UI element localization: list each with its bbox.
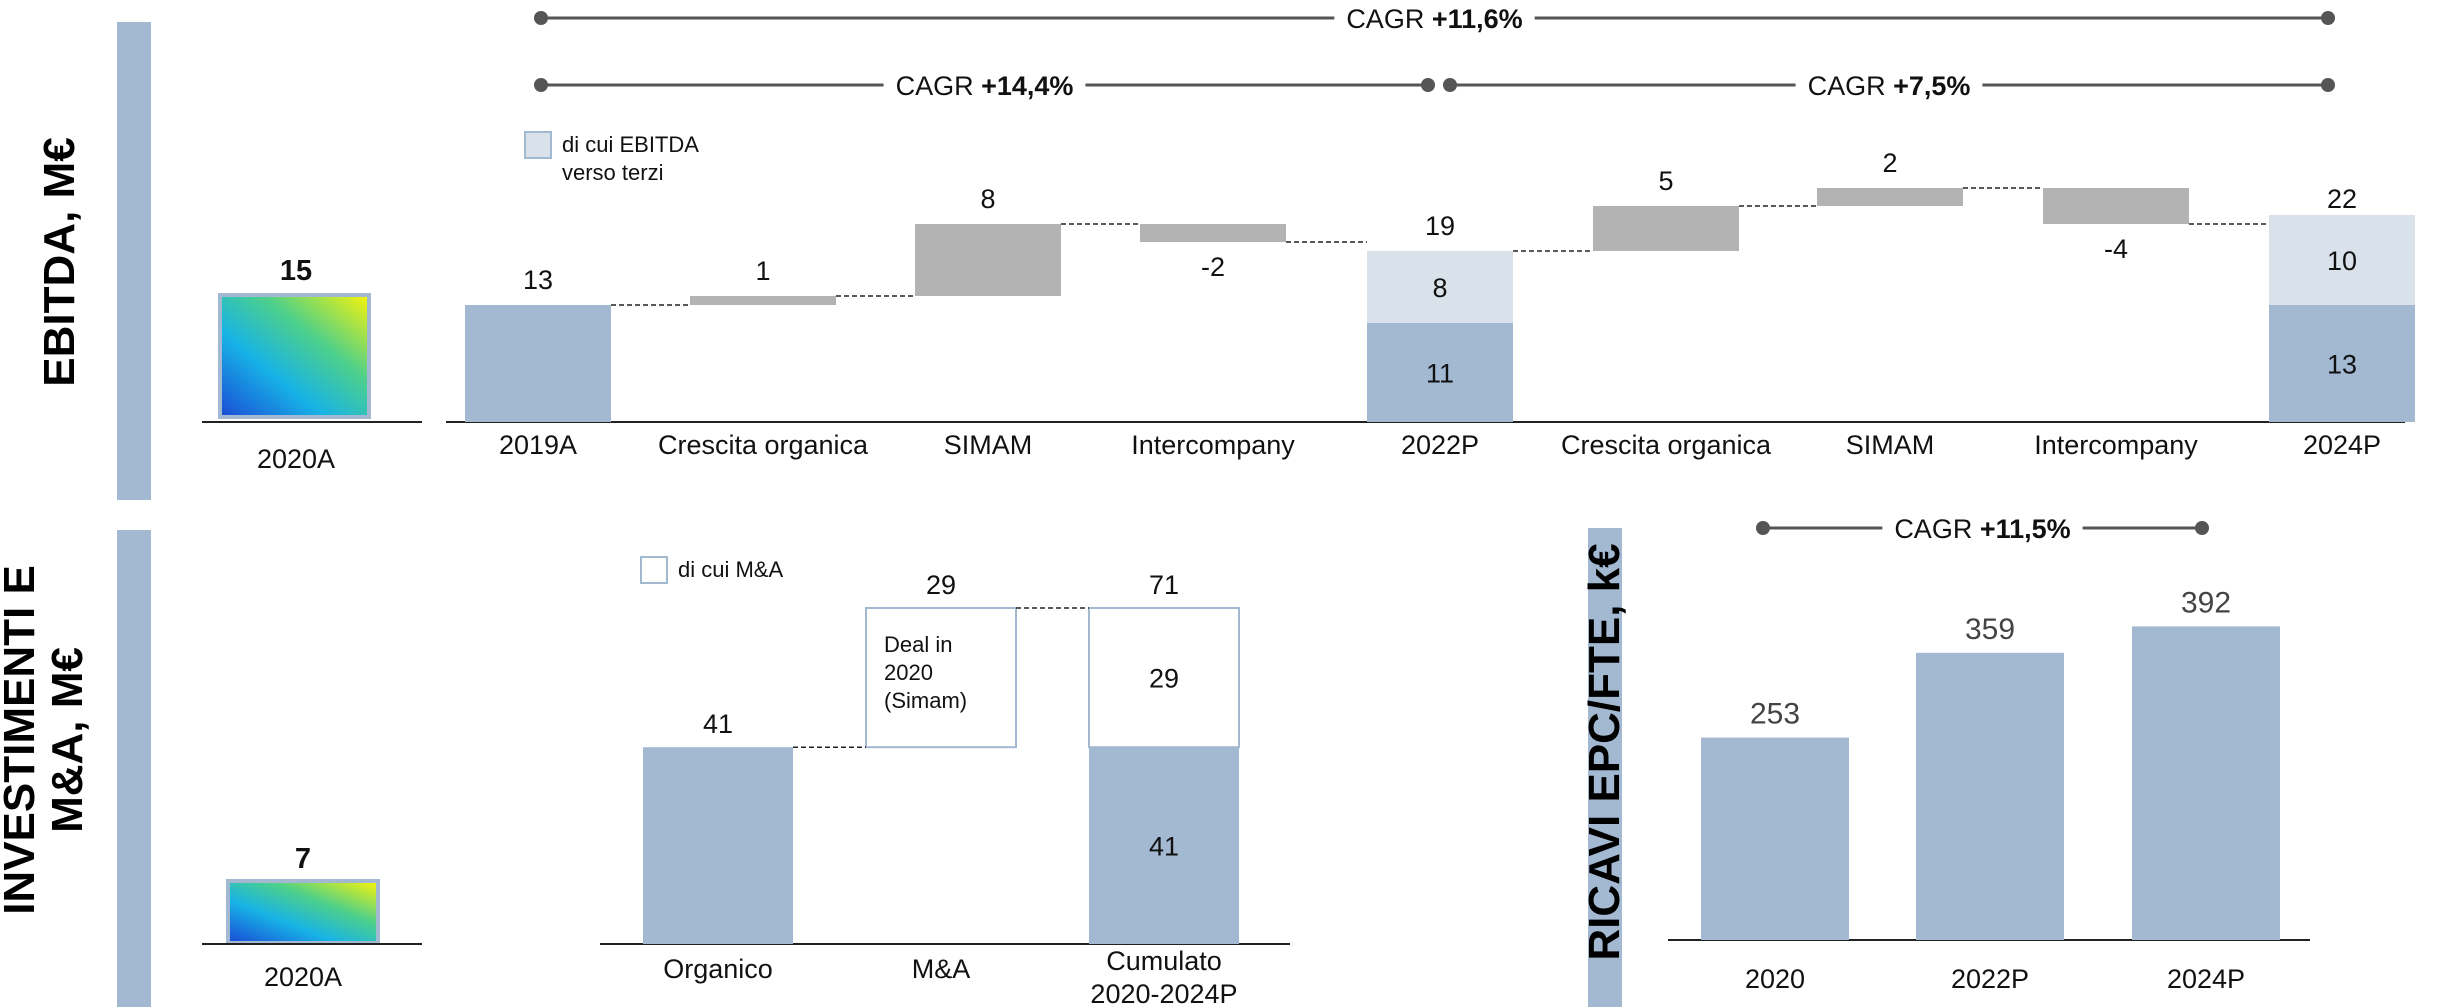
ebitda-category-label: 2024P [2303,430,2381,460]
ebitda-cagr-second-label: CAGR +7,5% [1808,71,1971,101]
ebitda-data-label: 13 [523,265,553,295]
ricavi-cagr-end-dot [2195,521,2209,535]
investimenti-legend-swatch [640,556,668,584]
ricavi-cagr-label: CAGR +11,5% [1894,514,2070,544]
investimenti-annotation: Deal in [884,632,952,657]
investimenti-data-label: 29 [1149,664,1179,694]
ricavi-data-label: 253 [1750,698,1800,731]
ebitda-data-label: -4 [2104,234,2128,264]
ebitda-2020-gradient-icon [222,297,367,415]
investimenti-legend-text: di cui M&A [678,557,783,582]
ebitda-cagr-second-start-dot [1443,78,1457,92]
ebitda-legend-swatch [524,131,552,159]
investimenti-category-label: 2020-2024P [1090,979,1237,1007]
ebitda-category-label: 2019A [499,430,577,460]
investimenti-bar-ma [865,607,1017,749]
ricavi-category-label: 2024P [2167,964,2245,994]
ebitda-cagr-first-start-dot [534,78,548,92]
ricavi-category-label: 2020 [1745,964,1805,994]
ebitda-2020-category: 2020A [257,444,335,474]
investimenti-data-label: 41 [703,709,733,739]
ebitda-cagr-second-end-dot [2321,78,2335,92]
ebitda-bar-delta [1140,224,1286,242]
investimenti-2020-category: 2020A [264,962,342,992]
ebitda-cagr-first-end-dot [1421,78,1435,92]
ebitda-cagr-second-label-bg [1795,69,1983,103]
investimenti-data-label: 29 [926,570,956,600]
ebitda-data-label: 19 [1425,211,1455,241]
ebitda-cagr-total-start-dot [534,11,548,25]
ricavi-data-label: 392 [2181,586,2231,619]
investimenti-data-label: 71 [1149,570,1179,600]
investimenti-category-label: Organico [663,954,773,984]
investimenti-bar-cumulato-ma [1088,607,1240,749]
investimenti-annotation: 2020 [884,660,933,685]
ebitda-category-label: SIMAM [1846,430,1935,460]
ebitda-cagr-first-label-bg [883,69,1086,103]
ebitda-bar-delta [1817,188,1963,206]
ebitda-category-label: Intercompany [2034,430,2198,460]
ebitda-data-label: -2 [1201,252,1225,282]
investimenti-2020-gradient-icon [230,883,376,941]
investimenti-section-bar [117,530,151,1007]
investimenti-annotation: (Simam) [884,688,967,713]
ebitda-2020-value: 15 [280,255,312,287]
ebitda-data-label: 11 [1426,359,1454,389]
ricavi-cagr-start-dot [1756,521,1770,535]
ebitda-legend-text: verso terzi [562,160,663,185]
ebitda-bar-terzi [1367,251,1513,323]
ebitda-cagr-first-label: CAGR +14,4% [896,71,1074,101]
ebitda-cagr-total-end-dot [2321,11,2335,25]
ricavi-cagr-label-bg [1882,512,2083,546]
ebitda-section-bar [117,22,151,500]
ebitda-data-label: 1 [755,256,770,286]
ebitda-legend-text: di cui EBITDA [562,132,699,157]
ebitda-cagr-total-label-bg [1334,2,1535,36]
ricavi-category-label: 2022P [1951,964,2029,994]
ebitda-bar-delta [2043,188,2189,224]
ebitda-data-label: 2 [1882,148,1897,178]
investimenti-bar-organico [643,747,793,944]
ebitda-bar-total [465,305,611,422]
ebitda-data-label: 13 [2327,350,2357,380]
ebitda-bar-total [2269,305,2415,422]
ebitda-category-label: SIMAM [944,430,1033,460]
ebitda-data-label: 5 [1658,166,1673,196]
ebitda-data-label: 8 [1432,273,1447,303]
ebitda-category-label: Crescita organica [1561,430,1772,460]
ebitda-bar-delta [690,296,836,305]
ebitda-bar-delta [1593,206,1739,251]
ebitda-bar-delta [915,224,1061,296]
ebitda-category-label: Crescita organica [658,430,869,460]
ricavi-bar [1701,737,1849,940]
investimenti-bar-cumulato [1089,747,1239,944]
ebitda-data-label: 8 [980,184,995,214]
ricavi-bar [2132,626,2280,940]
ebitda-category-label: 2022P [1401,430,1479,460]
investimenti-category-label: M&A [912,954,971,984]
investimenti-2020-value: 7 [295,843,311,875]
ricavi-data-label: 359 [1965,613,2015,646]
investimenti-data-label: 41 [1149,832,1179,862]
ebitda-bar-total [1367,323,1513,422]
investimenti-category-label: Cumulato [1106,946,1222,976]
ebitda-data-label: 10 [2327,246,2357,276]
ebitda-bar-terzi [2269,215,2415,305]
ricavi-section-bar [1588,528,1622,1007]
ebitda-cagr-total-label: CAGR +11,6% [1346,4,1522,34]
ebitda-category-label: Intercompany [1131,430,1295,460]
ricavi-bar [1916,652,2064,940]
ebitda-data-label: 22 [2327,184,2357,214]
